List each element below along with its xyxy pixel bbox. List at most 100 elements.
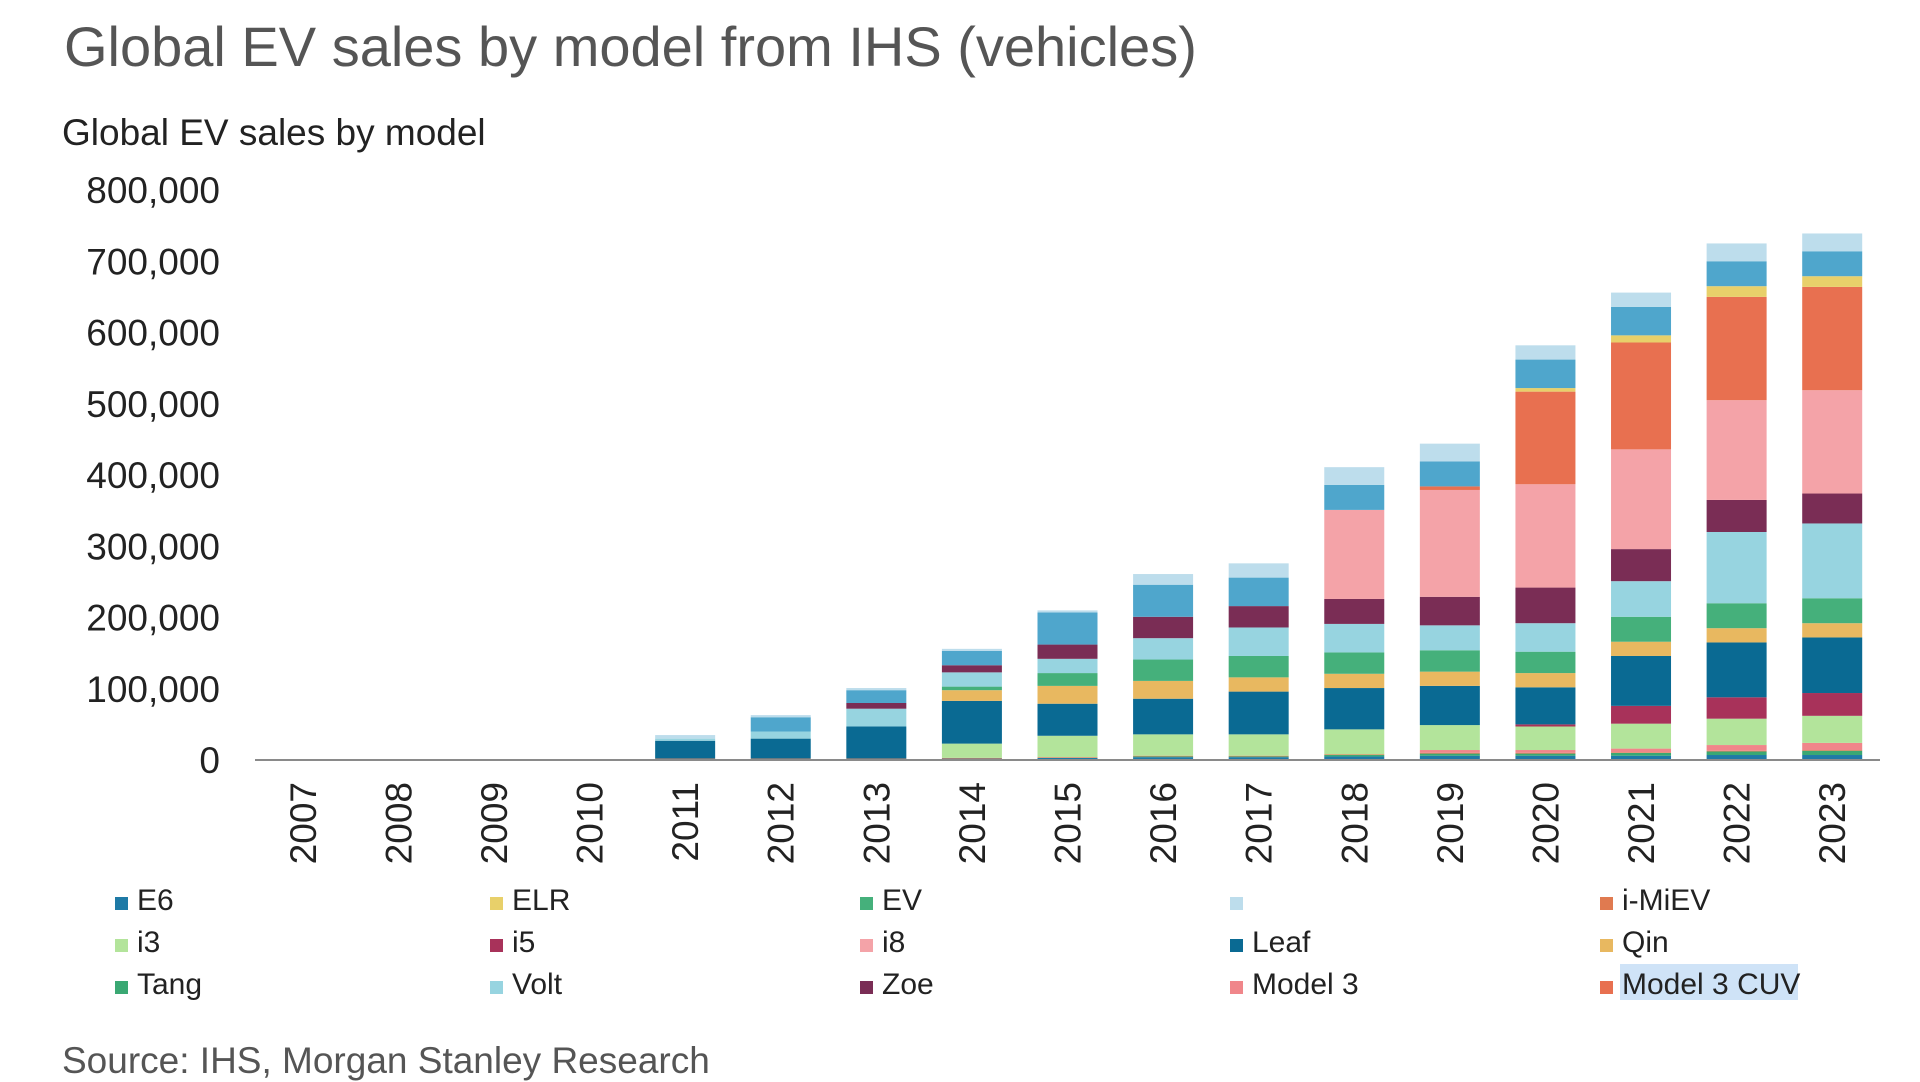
bar-segment (1419, 750, 1480, 753)
y-tick-label: 200,000 (86, 598, 220, 639)
x-tick-label: 2018 (1334, 782, 1375, 864)
bar-segment (1324, 598, 1385, 624)
bar-segment (1037, 612, 1098, 645)
bar-segment (1706, 697, 1767, 719)
legend-label: E6 (137, 884, 174, 917)
legend-label: Volt (512, 968, 563, 1001)
legend-swatch (115, 939, 128, 952)
y-tick-label: 500,000 (86, 384, 220, 425)
bar-segment (1228, 563, 1289, 578)
bar-segment (1324, 484, 1385, 510)
bar-segment (1228, 627, 1289, 656)
bar-segment (1611, 752, 1672, 753)
bar-segment (1419, 752, 1480, 754)
bar-segment (1133, 680, 1194, 699)
x-tick-label: 2021 (1621, 782, 1662, 864)
x-tick-label: 2011 (665, 782, 706, 862)
bar-segment (1706, 400, 1767, 500)
bar-segment (1802, 742, 1863, 751)
bar-segment (941, 665, 1002, 673)
bar-segment (1037, 685, 1098, 704)
bar-segment (1228, 677, 1289, 692)
bar-segment (1515, 587, 1576, 624)
bar-segment (1228, 757, 1289, 760)
bar-segment (1611, 705, 1672, 724)
bar-segment (1611, 616, 1672, 642)
legend-swatch (115, 981, 128, 994)
bar-segment (1515, 623, 1576, 652)
legend-label: Zoe (882, 968, 934, 1001)
bar-segment (1419, 443, 1480, 462)
bar-segment (1706, 642, 1767, 698)
bar-segment (1611, 748, 1672, 753)
bar-segment (1611, 752, 1672, 756)
bar-segment (846, 690, 907, 703)
bar-segment (1324, 729, 1385, 755)
bar-segment (1324, 652, 1385, 674)
legend-label: Model 3 (1252, 968, 1359, 1001)
bar-segment (1706, 296, 1767, 401)
legend-swatch (860, 939, 873, 952)
legend-label: Tang (137, 968, 202, 1001)
bar-segment (1228, 577, 1289, 607)
bar-segment (1324, 467, 1385, 485)
bar-segment (1802, 251, 1863, 277)
bar-segment (1419, 461, 1480, 487)
legend-label: Qin (1622, 926, 1669, 959)
bar-segment (941, 686, 1002, 691)
y-axis-tick-labels: 800,000 700,000 600,000 500,000 400,000 300,0… (86, 170, 220, 781)
legend-label: i-MiEV (1622, 884, 1710, 917)
bar-segment (1419, 650, 1480, 672)
bar-segment (1611, 449, 1672, 550)
bar-segment (1133, 698, 1194, 735)
chart-legend: E6 ELR EV i-MiEV i3 i5 i8 Leaf Qin Tang Volt Zoe Mod… (115, 884, 1800, 1001)
bar-segment (1228, 606, 1289, 628)
bar-segment (1133, 584, 1194, 617)
bar-segment (1802, 390, 1863, 494)
bar-segment (1324, 509, 1385, 599)
bar-segment (941, 743, 1002, 758)
bar-segment (1611, 755, 1672, 760)
bar-segment (941, 648, 1002, 651)
legend-swatch (860, 897, 873, 910)
bar-segment (1228, 734, 1289, 756)
bar-segment (1228, 756, 1289, 758)
bar-segment (1611, 335, 1672, 343)
bar-segment (1228, 691, 1289, 735)
bar-segment (1706, 755, 1767, 760)
bar-segment (1228, 655, 1289, 678)
bar-segment (1706, 745, 1767, 751)
bar-segment (846, 688, 907, 691)
y-tick-label: 700,000 (86, 241, 220, 282)
bar-segment (941, 757, 1002, 759)
legend-label: Leaf (1252, 926, 1311, 959)
bar-segment (1037, 703, 1098, 736)
legend-swatch (1600, 981, 1613, 994)
bar-segment (1037, 757, 1098, 760)
bar-segment (1706, 243, 1767, 262)
x-tick-label: 2008 (378, 782, 419, 864)
bar-segment (1324, 756, 1385, 760)
bar-segment (1133, 757, 1194, 760)
bar-segment (1515, 673, 1576, 688)
bar-segment (1706, 628, 1767, 643)
legend-swatch (490, 897, 503, 910)
bar-segment (1419, 625, 1480, 651)
bar-segment (1706, 261, 1767, 287)
x-tick-label: 2017 (1239, 782, 1280, 864)
bar-segment (846, 708, 907, 727)
legend-highlight (1620, 964, 1798, 1000)
bar-segment (1133, 756, 1194, 758)
x-tick-label: 2007 (283, 782, 324, 864)
x-tick-label: 2013 (856, 782, 897, 864)
bar-segment (1419, 755, 1480, 760)
bar-segment (750, 717, 811, 732)
legend-label: Model 3 CUV (1622, 968, 1800, 1001)
source-note: Source: IHS, Morgan Stanley Research (62, 1040, 710, 1081)
bar-segment (1802, 523, 1863, 599)
bar-segment (1611, 581, 1672, 617)
legend-swatch (1230, 897, 1243, 910)
bar-segment (1419, 486, 1480, 490)
bar-segment (1419, 685, 1480, 726)
y-tick-label: 300,000 (86, 526, 220, 567)
